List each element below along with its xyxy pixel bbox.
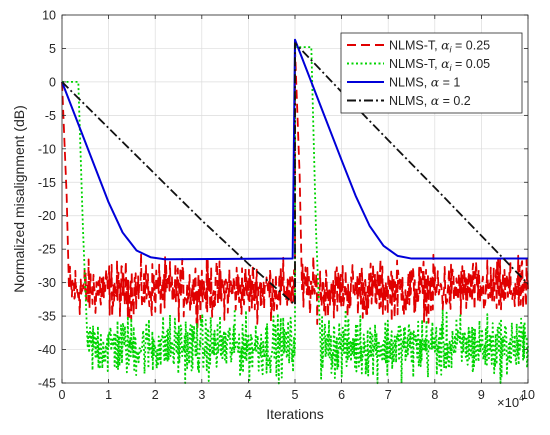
series-line-4 — [61, 42, 529, 306]
x-tick-label: 9 — [478, 388, 485, 402]
x-multiplier-exponent: 4 — [519, 393, 524, 403]
y-tick-label: 5 — [49, 42, 56, 56]
y-axis-label: Normalized misalignment (dB) — [11, 105, 27, 293]
x-axis-multiplier: ×104 — [497, 393, 524, 410]
x-axis-label: Iterations — [266, 406, 324, 422]
x-axis-ticks: 0 1 2 3 4 5 6 7 8 9 10 — [59, 15, 535, 402]
y-tick-label: -5 — [45, 109, 56, 123]
y-axis-ticks: 10 5 0 -5 -10 -15 -20 -25 -30 -35 -40 -45 — [38, 9, 528, 391]
series-layer — [61, 38, 529, 385]
x-tick-label: 0 — [59, 388, 66, 402]
series-line-2 — [62, 46, 529, 385]
series-line-3 — [61, 38, 528, 261]
y-tick-label: 0 — [49, 75, 56, 89]
y-tick-label: -15 — [38, 176, 56, 190]
legend-entry-label: NLMS, α = 0.2 — [389, 93, 471, 108]
y-tick-label: 10 — [42, 9, 56, 23]
legend-entry-label: NLMS-T, αi = 0.25 — [389, 38, 490, 55]
x-tick-label: 8 — [431, 388, 438, 402]
x-tick-label: 2 — [152, 388, 159, 402]
y-tick-label: -20 — [38, 209, 56, 223]
x-tick-label: 1 — [105, 388, 112, 402]
y-tick-label: -40 — [38, 343, 56, 357]
y-tick-label: -35 — [38, 310, 56, 324]
x-multiplier-base: ×10 — [497, 395, 519, 410]
x-tick-label: 3 — [198, 388, 205, 402]
x-tick-label: 5 — [292, 388, 299, 402]
x-tick-label: 10 — [521, 388, 535, 402]
legend-entry-label: NLMS, α = 1 — [389, 75, 460, 90]
y-tick-label: -30 — [38, 276, 56, 290]
y-tick-label: -10 — [38, 142, 56, 156]
x-tick-label: 6 — [338, 388, 345, 402]
y-tick-label: -45 — [38, 377, 56, 391]
y-tick-label: -25 — [38, 243, 56, 257]
legend-entry-label: NLMS-T, αi = 0.05 — [389, 56, 490, 73]
x-tick-label: 7 — [385, 388, 392, 402]
x-tick-label: 4 — [245, 388, 252, 402]
